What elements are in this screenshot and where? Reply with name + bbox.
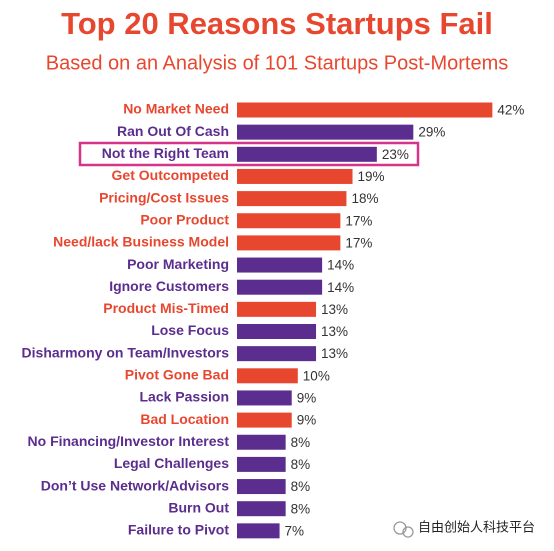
bar [237,324,317,339]
value-label: 29% [418,125,445,140]
category-label: Lose Focus [151,322,229,338]
value-label: 8% [291,479,311,494]
bar [237,102,493,118]
category-label: Poor Marketing [127,256,229,272]
category-label: Poor Product [140,211,229,227]
value-label: 23% [382,147,409,162]
value-label: 10% [303,368,330,383]
category-label: Need/lack Business Model [53,234,229,250]
value-label: 8% [291,457,311,472]
watermark-icon [393,521,414,538]
bar [237,235,341,251]
chart-subtitle: Based on an Analysis of 101 Startups Pos… [46,52,508,74]
bar [237,456,286,472]
category-label: Failure to Pivot [128,522,229,538]
value-label: 13% [321,346,348,361]
bar [237,346,317,362]
value-label: 9% [297,413,317,428]
bar [237,368,298,384]
watermark: 自由创始人科技平台 [418,519,535,534]
bar [237,279,323,295]
category-label: Bad Location [140,411,229,427]
value-label: 8% [291,435,311,450]
value-label: 13% [321,302,348,317]
category-label: Product Mis-Timed [103,300,229,316]
bar [237,434,286,450]
bar [237,301,317,317]
category-label: Disharmony on Team/Investors [22,344,230,360]
category-label: No Financing/Investor Interest [28,433,230,449]
value-label: 14% [327,258,354,273]
bar [237,390,292,406]
value-label: 17% [345,235,372,250]
value-label: 8% [291,501,311,516]
category-label: Pivot Gone Bad [125,367,229,383]
bar [237,257,323,273]
value-label: 17% [345,213,372,228]
value-label: 18% [351,191,378,206]
value-label: 13% [321,324,348,339]
category-label: Get Outcompeted [112,167,229,183]
chart-title: Top 20 Reasons Startups Fail [61,6,493,41]
value-label: 7% [285,523,305,538]
bar [237,146,377,162]
value-label: 42% [497,103,524,118]
bar [237,523,280,539]
category-label: Ran Out Of Cash [117,123,229,139]
category-label: No Market Need [123,101,229,117]
value-label: 19% [358,169,385,184]
bar [237,479,286,495]
category-label: Ignore Customers [109,278,229,294]
bar [237,213,341,229]
category-label: Don’t Use Network/Advisors [41,477,229,493]
bar [237,412,292,428]
bar [237,168,353,184]
category-label: Legal Challenges [114,455,229,471]
category-label: Lack Passion [140,389,230,405]
value-label: 9% [297,391,317,406]
highlight-box [78,141,420,167]
value-label: 14% [327,280,354,295]
category-label: Not the Right Team [102,145,229,161]
category-label: Pricing/Cost Issues [99,189,229,205]
category-label: Burn Out [168,499,229,515]
bar [237,501,286,517]
bar [237,191,347,207]
bar [237,124,414,140]
